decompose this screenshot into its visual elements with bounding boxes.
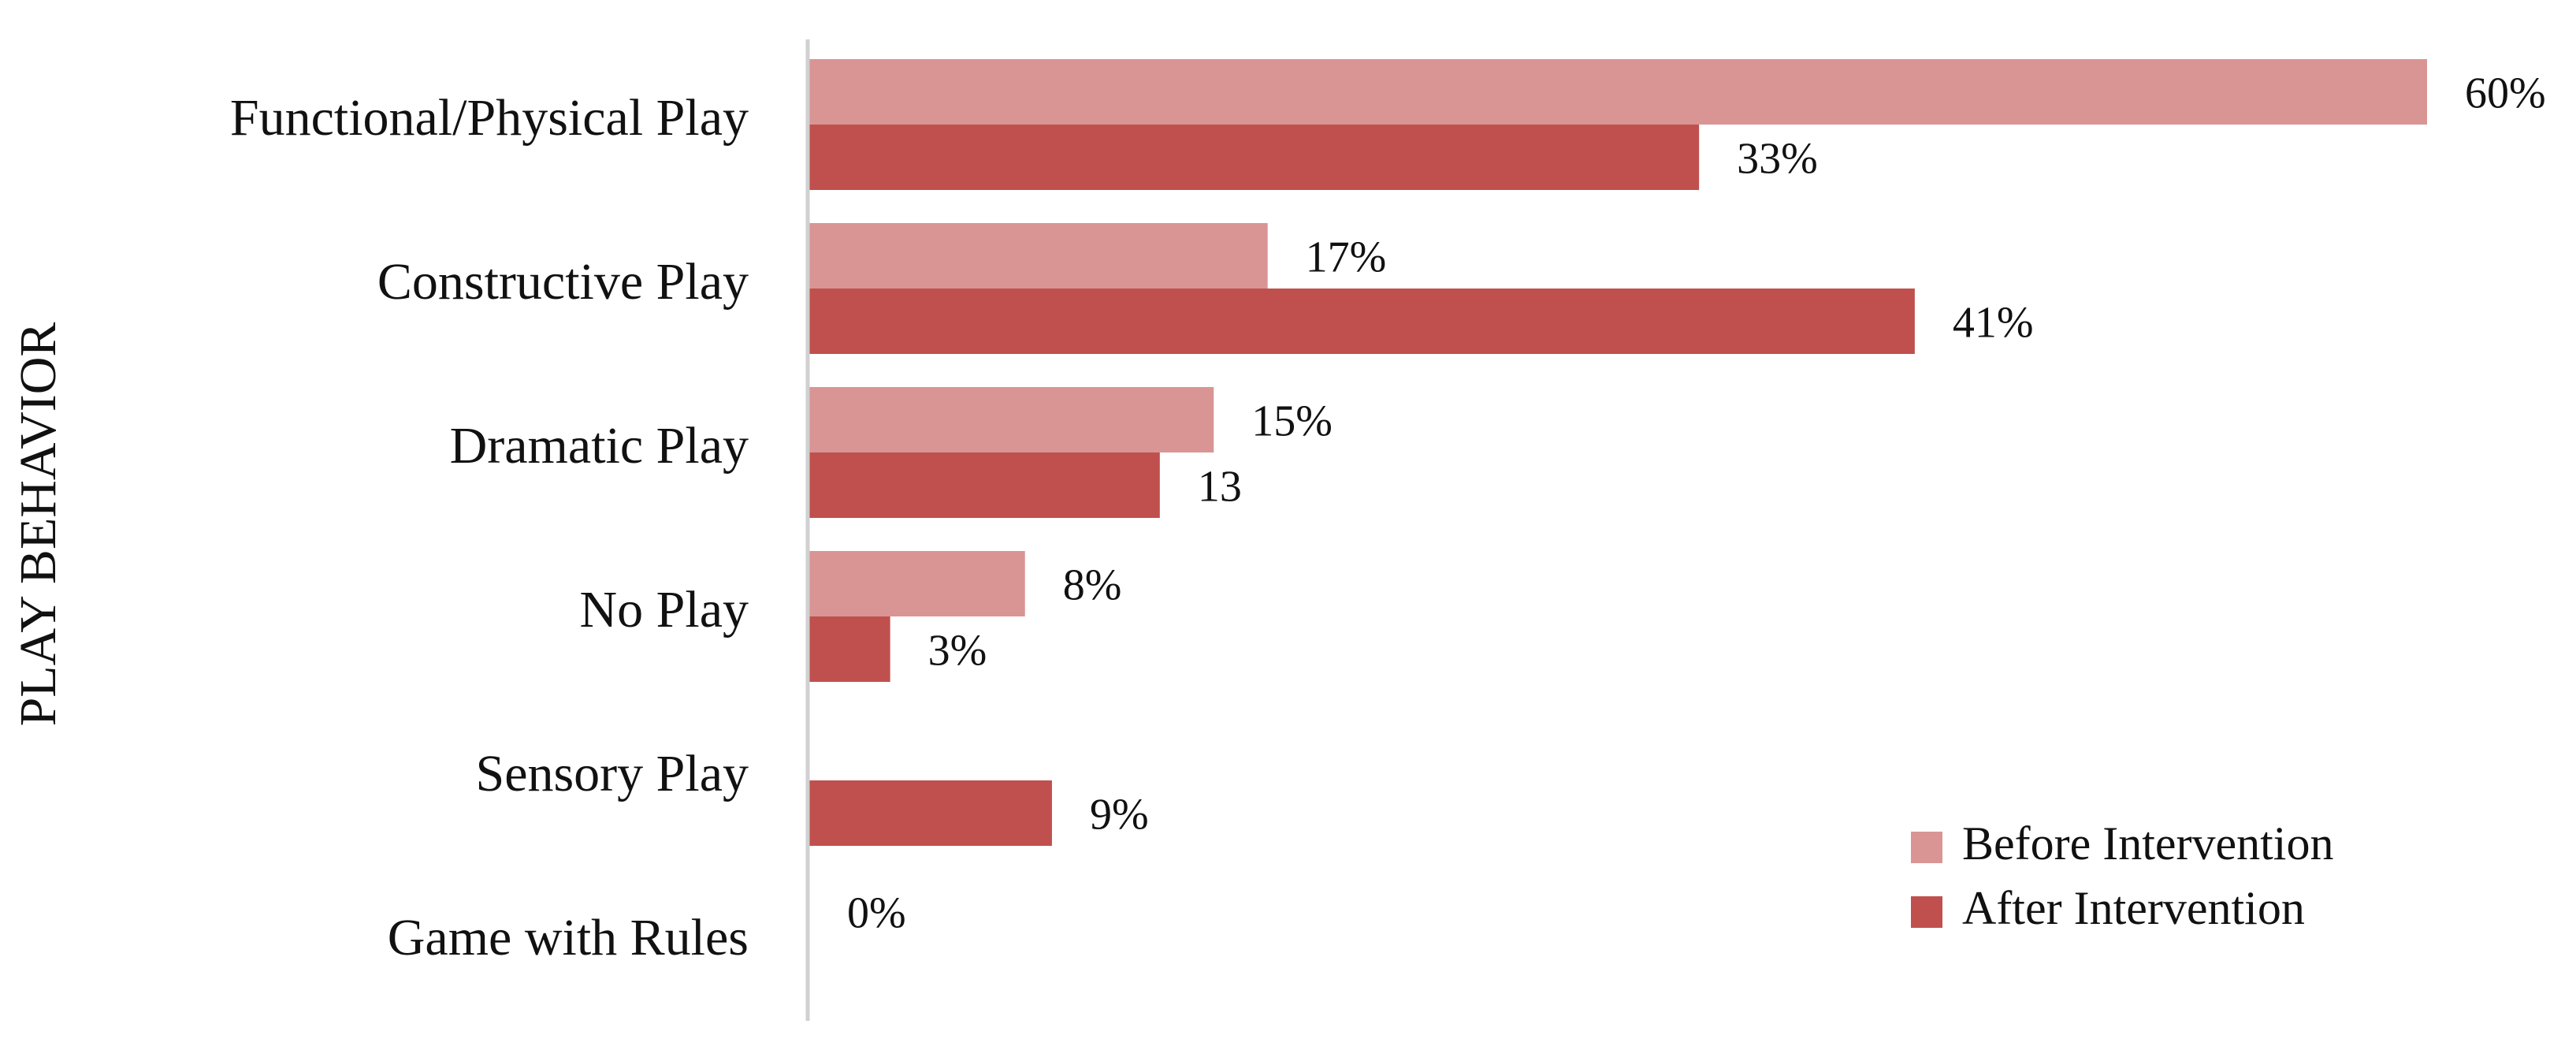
y-axis-title: PLAY BEHAVIOR [9, 322, 67, 727]
legend-label: After Intervention [1962, 882, 2305, 934]
data-label: 15% [1251, 397, 1333, 446]
data-label: 33% [1737, 135, 1818, 184]
data-label: 8% [1063, 561, 1122, 610]
legend: Before Intervention After Intervention [1911, 817, 2333, 934]
bar-after [809, 616, 890, 682]
category-label: Dramatic Play [450, 417, 749, 475]
data-label: 13 [1198, 463, 1242, 512]
labels-layer: Functional/Physical Play 60% 33% Constructi… [230, 69, 2546, 967]
category-label: Functional/Physical Play [230, 89, 749, 147]
bar-before [809, 387, 1214, 452]
bar-before [809, 551, 1025, 616]
bar-after [809, 452, 1160, 518]
data-label: 17% [1306, 233, 1387, 282]
data-label: 60% [2465, 69, 2546, 118]
data-label: 41% [1953, 299, 2034, 348]
legend-swatch [1911, 896, 1942, 928]
category-label: No Play [580, 581, 749, 639]
bar-before [809, 223, 1268, 289]
bars-layer [809, 59, 2427, 846]
legend-label: Before Intervention [1962, 817, 2333, 869]
category-label: Constructive Play [377, 253, 749, 311]
bar-before [809, 59, 2427, 125]
legend-swatch [1911, 832, 1942, 863]
category-label: Game with Rules [388, 909, 749, 966]
data-label: 3% [928, 627, 987, 676]
bar-after [809, 780, 1052, 846]
bar-after [809, 289, 1915, 354]
data-label: 9% [1090, 791, 1149, 840]
category-label: Sensory Play [476, 745, 749, 802]
bar-after [809, 125, 1700, 190]
data-label: 0% [847, 889, 906, 938]
